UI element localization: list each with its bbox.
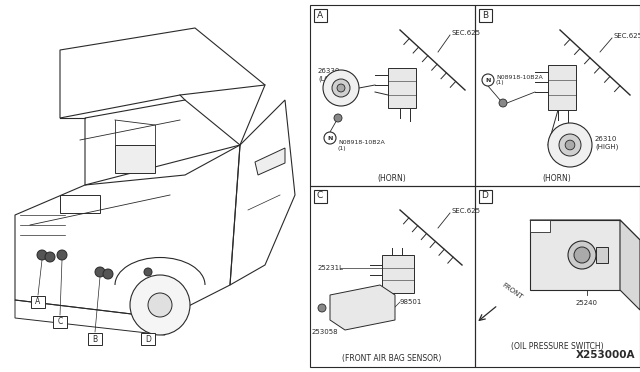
Text: N: N xyxy=(485,77,491,83)
Polygon shape xyxy=(530,220,640,240)
Circle shape xyxy=(334,114,342,122)
Text: 98501: 98501 xyxy=(400,299,422,305)
Bar xyxy=(141,333,155,345)
Text: FRONT: FRONT xyxy=(501,282,524,300)
Text: 26330
(LOW): 26330 (LOW) xyxy=(318,68,340,81)
Bar xyxy=(548,65,576,110)
Text: D: D xyxy=(481,192,488,201)
Circle shape xyxy=(482,74,494,86)
Text: 253058: 253058 xyxy=(312,329,339,335)
Circle shape xyxy=(130,275,190,335)
Bar xyxy=(310,186,475,367)
Text: SEC.625: SEC.625 xyxy=(452,30,481,36)
Bar xyxy=(479,9,492,22)
Circle shape xyxy=(57,250,67,260)
Text: SEC.625: SEC.625 xyxy=(452,208,481,214)
Text: N08918-10B2A
(1): N08918-10B2A (1) xyxy=(496,75,543,86)
Text: C: C xyxy=(58,317,63,327)
Text: N: N xyxy=(327,135,333,141)
Polygon shape xyxy=(255,148,285,175)
Text: B: B xyxy=(92,334,97,343)
Text: 25231L: 25231L xyxy=(318,265,344,271)
Circle shape xyxy=(323,70,359,106)
Bar xyxy=(382,255,414,293)
Polygon shape xyxy=(620,220,640,310)
Circle shape xyxy=(144,268,152,276)
Circle shape xyxy=(324,132,336,144)
Bar xyxy=(53,316,67,328)
Circle shape xyxy=(499,99,507,107)
Circle shape xyxy=(318,304,326,312)
Circle shape xyxy=(332,79,350,97)
Bar xyxy=(314,9,326,22)
Circle shape xyxy=(565,140,575,150)
Text: SEC.625: SEC.625 xyxy=(614,33,640,39)
Text: 26310
(HIGH): 26310 (HIGH) xyxy=(595,136,618,150)
Bar xyxy=(60,195,100,213)
Bar xyxy=(475,5,640,186)
Circle shape xyxy=(337,84,345,92)
Text: B: B xyxy=(482,10,488,19)
Bar xyxy=(596,247,608,263)
Bar xyxy=(310,5,475,186)
Polygon shape xyxy=(530,220,620,290)
Bar xyxy=(88,333,102,345)
Text: N08918-10B2A
(1): N08918-10B2A (1) xyxy=(338,140,385,151)
Circle shape xyxy=(559,134,581,156)
Bar xyxy=(475,186,640,367)
Text: X253000A: X253000A xyxy=(575,350,635,360)
Bar xyxy=(115,145,155,173)
Circle shape xyxy=(568,241,596,269)
Polygon shape xyxy=(330,285,395,330)
Circle shape xyxy=(95,267,105,277)
Text: A: A xyxy=(317,10,323,19)
Text: C: C xyxy=(317,192,323,201)
Circle shape xyxy=(548,123,592,167)
Text: (FRONT AIR BAG SENSOR): (FRONT AIR BAG SENSOR) xyxy=(342,353,442,362)
Text: D: D xyxy=(145,334,151,343)
Bar xyxy=(388,68,416,108)
Text: (OIL PRESSURE SWITCH): (OIL PRESSURE SWITCH) xyxy=(511,343,604,352)
Circle shape xyxy=(37,250,47,260)
Polygon shape xyxy=(530,220,550,232)
Bar xyxy=(314,189,326,202)
Text: (HORN): (HORN) xyxy=(543,173,572,183)
Text: 25240: 25240 xyxy=(576,300,598,306)
Text: A: A xyxy=(35,298,40,307)
Circle shape xyxy=(574,247,590,263)
Bar xyxy=(479,189,492,202)
Circle shape xyxy=(45,252,55,262)
Circle shape xyxy=(103,269,113,279)
Bar xyxy=(31,296,45,308)
Circle shape xyxy=(148,293,172,317)
Text: (HORN): (HORN) xyxy=(378,173,406,183)
